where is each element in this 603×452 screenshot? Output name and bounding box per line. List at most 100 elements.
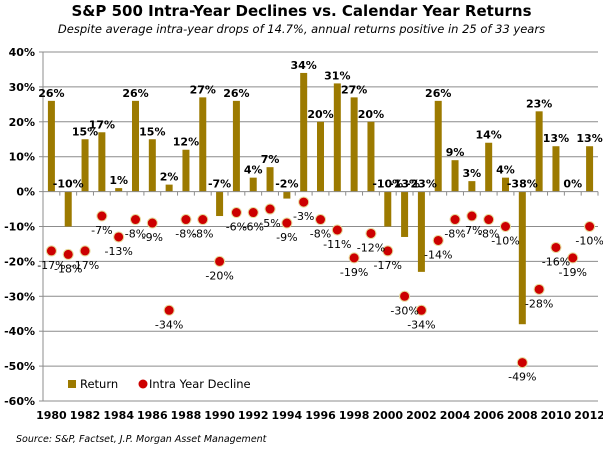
return-label: 9% [446,146,465,159]
return-bar [232,100,240,192]
x-tick-label: 1984 [103,409,134,422]
return-label: 26% [425,87,451,100]
decline-label: -9% [276,231,297,244]
decline-label: -16% [542,255,570,268]
return-bar [283,191,291,199]
y-tick-label: 0% [16,186,35,199]
decline-label: -19% [559,266,587,279]
decline-label: -17% [374,259,402,272]
return-bar [249,177,257,192]
decline-label: -18% [54,262,82,275]
decline-label: -8% [125,228,146,241]
return-bar [367,121,375,192]
decline-label: -12% [357,241,385,254]
x-tick-label: 2008 [507,409,538,422]
return-bar [47,100,55,192]
source-note: Source: S&P, Factset, J.P. Morgan Asset … [16,434,267,445]
x-tick-label: 2012 [574,409,603,422]
decline-dots [45,196,596,369]
return-label: 31% [324,69,350,82]
decline-dot [483,214,495,226]
decline-dot [130,214,141,226]
decline-dot [466,210,478,222]
decline-dot [584,221,596,232]
decline-label: -10% [575,235,603,248]
legend-decline-swatch [138,379,148,389]
return-bar [401,191,409,237]
decline-label: -34% [407,318,435,331]
decline-dot [449,214,461,226]
return-bar [451,160,459,192]
decline-dot [550,241,562,253]
decline-label: -17% [37,259,65,272]
x-tick-label: 2004 [440,409,471,422]
return-bar [199,97,207,192]
return-bar [434,100,442,192]
decline-dot [399,290,411,302]
y-tick-label: -30% [4,290,35,303]
return-bar [468,181,476,192]
return-label: 20% [358,108,384,121]
x-tick-label: 2000 [372,409,403,422]
x-tick-label: 1992 [238,409,269,422]
return-label: -10% [372,178,403,191]
decline-dot [415,304,427,316]
decline-label: -17% [71,259,99,272]
y-tick-label: 30% [9,81,35,94]
return-label: -10% [53,178,84,191]
return-label: -13% [389,178,420,191]
x-axis: 1980 1982 1984 1986 1988 1990 1992 1994 1996 1998… [36,191,603,422]
decline-label: -8% [192,228,213,241]
decline-dot [163,304,175,316]
return-label: 23% [526,97,552,110]
x-tick-label: 1996 [305,409,336,422]
decline-label: -13% [104,245,132,258]
decline-label: -49% [508,371,536,384]
return-label: 17% [89,118,115,131]
decline-dot [146,217,158,229]
return-label: 1% [109,174,128,187]
decline-label: -8% [310,228,331,241]
x-tick-label: 1980 [36,409,67,422]
return-label: 4% [244,164,263,177]
decline-label: -14% [424,248,452,261]
gridlines [43,51,598,402]
decline-label: -19% [340,266,368,279]
decline-dot [365,227,377,239]
decline-dot [382,245,394,257]
return-labels: 26%-10%15%17%1%26%15%2%12%27%-7%26%4%7%-… [38,59,603,191]
return-label: 0% [563,178,582,191]
return-label: -23% [406,178,437,191]
decline-dot [62,248,74,260]
return-label: 3% [463,167,482,180]
decline-dot [567,252,579,264]
return-bar [485,142,493,192]
decline-dot [432,234,444,246]
decline-dot [264,203,276,215]
return-bar [300,72,308,192]
x-tick-label: 1998 [339,409,370,422]
legend-decline-label: Intra Year Decline [149,377,251,391]
return-bar [165,184,173,192]
decline-label: -28% [525,297,553,310]
decline-dot [214,255,226,267]
y-tick-label: -10% [4,221,35,234]
decline-label: -7% [91,224,112,237]
decline-dot [315,214,326,226]
return-bar [384,191,392,227]
return-bar [417,191,425,272]
return-label: 26% [122,87,148,100]
decline-dot [500,221,511,232]
decline-dot [348,252,360,264]
decline-label: -8% [175,228,196,241]
decline-label: -11% [323,238,351,251]
decline-label: -5% [259,217,280,230]
x-tick-label: 1988 [171,409,202,422]
return-label: -38% [507,178,538,191]
y-tick-label: -60% [4,395,35,408]
return-bar [333,83,341,192]
return-label: 12% [173,136,199,149]
return-bar [216,191,224,217]
y-tick-label: 40% [9,46,35,59]
